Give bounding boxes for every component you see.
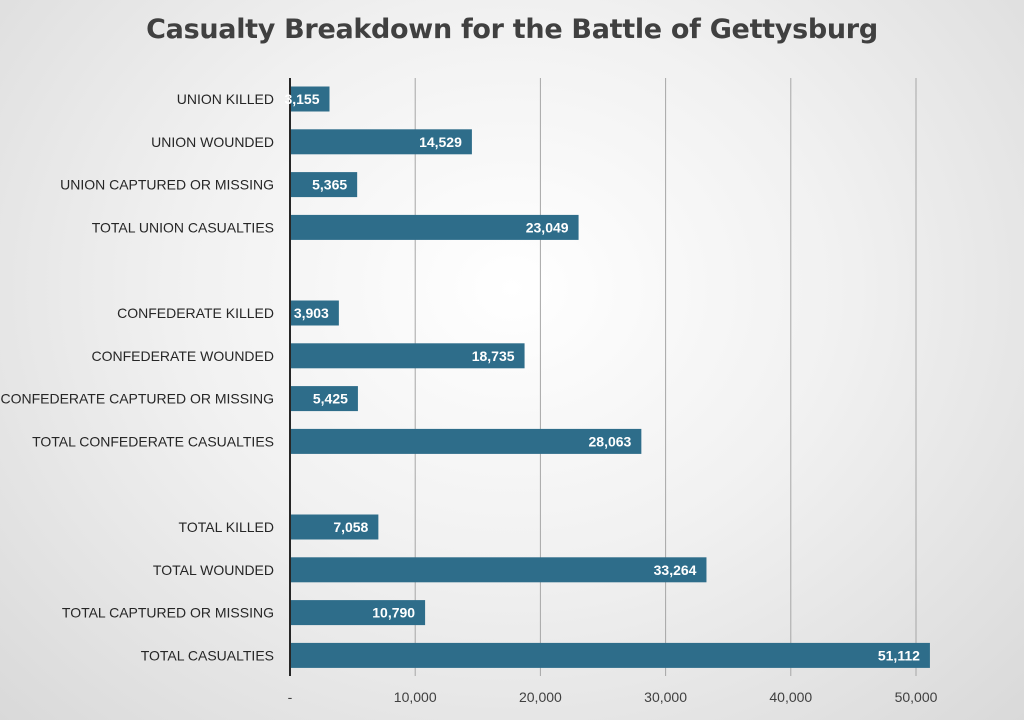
x-tick-label: 10,000	[394, 689, 437, 705]
x-tick-label: 50,000	[895, 689, 938, 705]
bar	[290, 557, 707, 583]
bar	[290, 428, 642, 454]
category-label: CONFEDERATE WOUNDED	[91, 348, 274, 364]
data-label: 18,735	[472, 348, 515, 364]
data-label: 5,365	[312, 177, 347, 193]
data-label: 28,063	[589, 433, 632, 449]
bar	[290, 86, 330, 112]
category-label: TOTAL UNION CASUALTIES	[92, 219, 274, 235]
data-label: 23,049	[526, 219, 569, 235]
data-label: 10,790	[372, 605, 415, 621]
x-tick-label: -	[288, 689, 293, 705]
data-label: 3,155	[284, 91, 319, 107]
bar	[290, 172, 358, 198]
data-label: 51,112	[878, 647, 920, 663]
bar	[290, 300, 339, 326]
category-label: UNION CAPTURED OR MISSING	[60, 177, 274, 193]
bar	[290, 642, 930, 668]
chart-title: Casualty Breakdown for the Battle of Get…	[146, 14, 878, 45]
category-label: TOTAL CONFEDERATE CASUALTIES	[32, 433, 274, 449]
bar	[290, 343, 525, 369]
category-label: CONFEDERATE KILLED	[117, 305, 274, 321]
data-label: 7,058	[333, 519, 368, 535]
bars	[290, 86, 930, 668]
data-label: 5,425	[313, 391, 348, 407]
x-tick-label: 40,000	[769, 689, 812, 705]
category-label: TOTAL CAPTURED OR MISSING	[62, 605, 274, 621]
x-tick-labels: - 10,000 20,000 30,000 40,000 50,000	[288, 689, 938, 705]
category-label: UNION WOUNDED	[151, 134, 274, 150]
category-label: TOTAL KILLED	[179, 519, 274, 535]
category-label: UNION KILLED	[177, 91, 274, 107]
category-label: CONFEDERATE CAPTURED OR MISSING	[0, 391, 274, 407]
grid-lines	[414, 78, 917, 676]
bar	[290, 214, 579, 240]
bar	[290, 514, 379, 540]
bar	[290, 129, 472, 155]
data-label: 14,529	[419, 134, 462, 150]
data-labels: 3,155 14,529 5,365 23,049 3,903 18,735 5,425 28…	[284, 91, 920, 663]
bar	[290, 386, 358, 412]
x-tick-label: 30,000	[644, 689, 687, 705]
x-tick-label: 20,000	[519, 689, 562, 705]
data-label: 33,264	[654, 562, 697, 578]
bar	[290, 600, 426, 626]
category-label: TOTAL CASUALTIES	[141, 647, 274, 663]
data-label: 3,903	[294, 305, 329, 321]
category-labels: UNION KILLED UNION WOUNDED UNION CAPTURED …	[0, 91, 274, 663]
category-label: TOTAL WOUNDED	[153, 562, 274, 578]
